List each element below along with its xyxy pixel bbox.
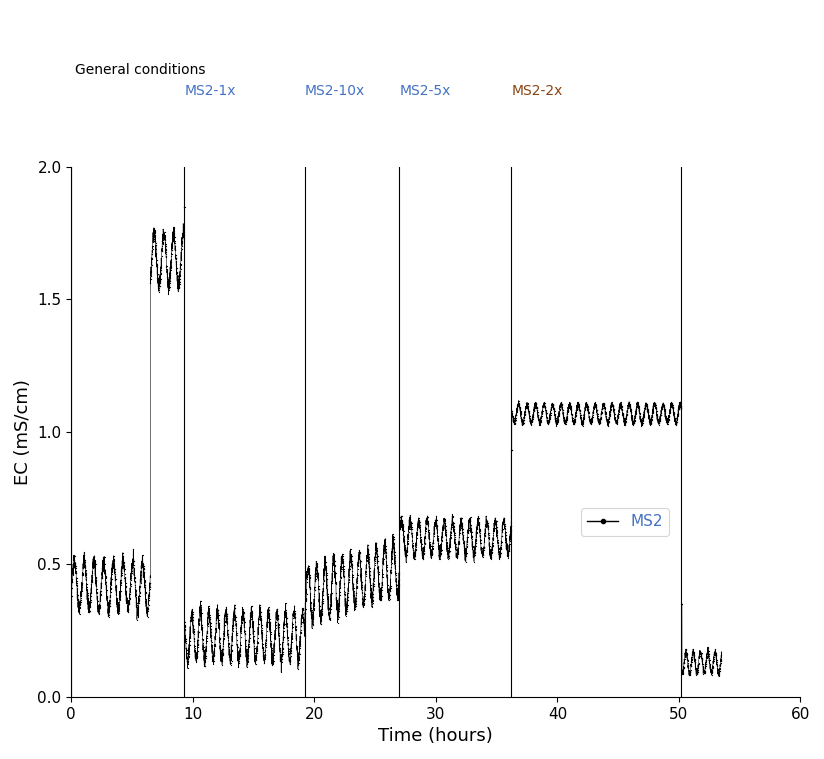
Text: MS2-5x: MS2-5x: [400, 84, 451, 98]
Y-axis label: EC (mS/cm): EC (mS/cm): [14, 379, 32, 485]
Text: MS2-1x: MS2-1x: [185, 84, 236, 98]
Text: MS2-10x: MS2-10x: [305, 84, 365, 98]
Text: MS2-2x: MS2-2x: [511, 84, 563, 98]
X-axis label: Time (hours): Time (hours): [378, 727, 494, 745]
Text: General conditions: General conditions: [75, 63, 205, 77]
Legend: MS2: MS2: [582, 509, 669, 536]
